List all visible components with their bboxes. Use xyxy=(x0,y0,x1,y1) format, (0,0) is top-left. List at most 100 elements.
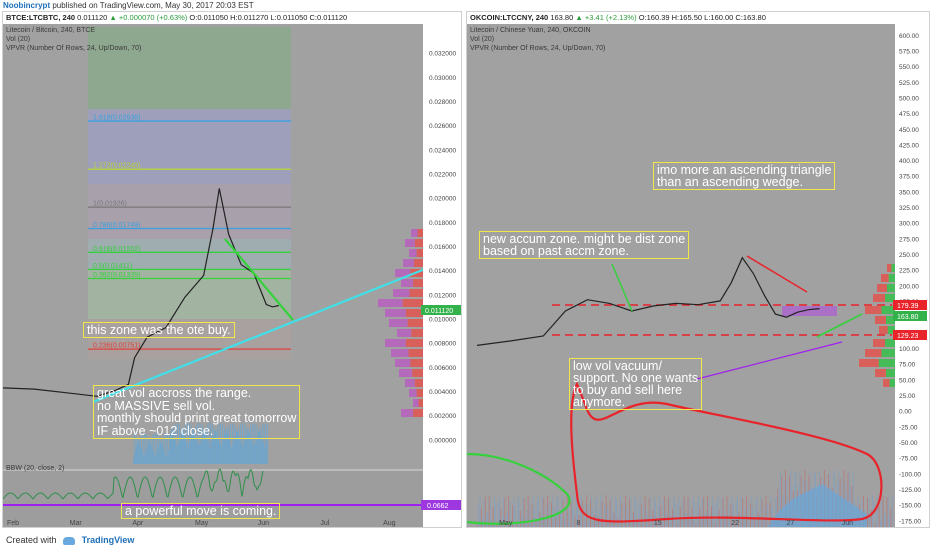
volume-bar xyxy=(256,437,258,464)
x-tick-label: 15 xyxy=(654,520,662,527)
volume-bar xyxy=(147,436,149,464)
volume-bar xyxy=(586,495,588,527)
author-link[interactable]: Noobincrypt xyxy=(3,1,51,10)
volume-bar xyxy=(727,500,729,527)
volume-bar xyxy=(222,423,223,464)
volume-bar xyxy=(187,423,188,464)
volume-bar xyxy=(673,495,675,527)
volume-bar xyxy=(790,470,792,527)
volume-bar xyxy=(634,496,636,527)
vpvr-up-bar xyxy=(403,259,414,267)
vpvr-up-bar xyxy=(397,329,412,337)
left-ohlc: O:0.011050 H:0.011270 L:0.011050 C:0.011… xyxy=(189,13,348,22)
vpvr-down-bar xyxy=(411,329,423,337)
vpvr-up-bar xyxy=(389,319,408,327)
volume-bar xyxy=(160,441,161,464)
volume-bar xyxy=(538,496,539,527)
left-symbol[interactable]: BTCE:LTCBTC, 240 xyxy=(6,13,76,22)
right-symbol[interactable]: OKCOIN:LTCCNY, 240 xyxy=(470,13,549,22)
right-up-arrow-icon: ▲ xyxy=(575,13,583,22)
volume-bar xyxy=(711,505,712,527)
volume-bar xyxy=(649,497,651,527)
x-tick-label: 22 xyxy=(731,520,739,527)
volume-bar xyxy=(226,428,228,464)
tradingview-link[interactable]: TradingView xyxy=(81,535,135,545)
fib-level-label: 1(0.01926) xyxy=(93,201,127,208)
vpvr-up-bar xyxy=(401,409,414,417)
volume-bar xyxy=(230,423,231,464)
volume-bar xyxy=(729,522,731,527)
volume-bar xyxy=(661,521,663,527)
volume-bar xyxy=(717,495,719,527)
volume-bar xyxy=(604,503,606,527)
left-vol-indicator[interactable]: Vol (20) xyxy=(6,36,31,43)
volume-bar xyxy=(192,428,194,464)
volume-bar xyxy=(133,433,135,464)
vpvr-up-bar xyxy=(405,239,415,247)
volume-bar xyxy=(175,423,177,464)
x-tick-label: Jun xyxy=(842,520,853,527)
volume-bar xyxy=(588,521,590,527)
volume-bar xyxy=(500,509,502,527)
left-vpvr-indicator[interactable]: VPVR (Number Of Rows, 24, Up/Down, 70) xyxy=(6,45,142,52)
vpvr-down-bar xyxy=(402,299,423,307)
volume-bar xyxy=(158,446,159,464)
vpvr-down-bar xyxy=(873,294,886,302)
vpvr-down-bar xyxy=(407,319,423,327)
volume-bar xyxy=(739,514,741,527)
volume-bar xyxy=(135,434,137,464)
volume-bar xyxy=(774,498,776,527)
volume-bar xyxy=(626,507,628,527)
volume-bar xyxy=(878,505,880,527)
volume-bar xyxy=(263,423,265,464)
right-vol-indicator[interactable]: Vol (20) xyxy=(470,36,495,43)
y-tick-label: 0.024000 xyxy=(429,147,456,154)
left-price-chart[interactable]: 1.618(0.02638) 1.272(0.02240) 1(0.01926) 0.… xyxy=(3,24,462,528)
volume-bar xyxy=(869,515,871,527)
volume-bar xyxy=(220,423,222,464)
volume-bar xyxy=(223,439,224,464)
volume-bar xyxy=(257,426,258,464)
volume-bar xyxy=(508,495,510,527)
volume-bar xyxy=(191,435,193,464)
volume-bar xyxy=(648,497,650,527)
right-x-axis: May 8 15 22 27 Jun xyxy=(499,520,853,527)
note-accum-line-1: new accum zone. might be dist zone xyxy=(483,232,686,246)
vpvr-down-bar xyxy=(881,274,889,282)
vpvr-down-bar xyxy=(413,279,423,287)
y-tick-label: -125.00 xyxy=(899,487,921,494)
volume-bar xyxy=(748,523,750,527)
volume-bar xyxy=(683,496,685,527)
volume-bar xyxy=(241,442,242,464)
fib-level-label: 0.786(0.01749) xyxy=(93,222,140,229)
y-tick-label: 75.00 xyxy=(899,362,916,369)
right-vpvr-indicator[interactable]: VPVR (Number Of Rows, 24, Up/Down, 70) xyxy=(470,45,606,52)
y-tick-label: 350.00 xyxy=(899,189,919,196)
volume-bar xyxy=(731,495,733,527)
volume-bar xyxy=(755,499,757,527)
vpvr-down-bar xyxy=(409,289,423,297)
left-x-axis: Feb Mar Apr May Jun Jul Aug xyxy=(7,520,396,527)
vpvr-down-bar xyxy=(875,369,886,377)
y-tick-label: 450.00 xyxy=(899,127,919,134)
volume-bar xyxy=(880,520,881,527)
vpvr-up-bar xyxy=(886,316,895,324)
right-change: +3.41 (+2.13%) xyxy=(584,13,637,22)
volume-bar xyxy=(659,495,660,527)
volume-bar xyxy=(232,423,233,464)
volume-bar xyxy=(160,441,162,464)
volume-bar xyxy=(518,495,520,527)
volume-bar xyxy=(579,510,581,527)
volume-bar xyxy=(752,506,754,527)
volume-bar xyxy=(163,434,165,464)
volume-bar xyxy=(542,496,543,527)
bbw-indicator[interactable]: BBW (20, close, 2) xyxy=(6,465,65,472)
right-symbol-bar: OKCOIN:LTCCNY, 240 163.80 ▲ +3.41 (+2.13… xyxy=(467,12,929,24)
right-price-chart[interactable]: 600.00 575.00 550.00 525.00 500.00 475.00 450.… xyxy=(467,24,930,528)
volume-bar xyxy=(647,516,649,527)
volume-bar xyxy=(487,511,489,527)
volume-bar xyxy=(161,437,163,464)
fib-level-label: 0.618(0.01552) xyxy=(93,246,140,253)
vpvr-down-bar xyxy=(877,284,887,292)
volume-bar xyxy=(196,423,198,464)
